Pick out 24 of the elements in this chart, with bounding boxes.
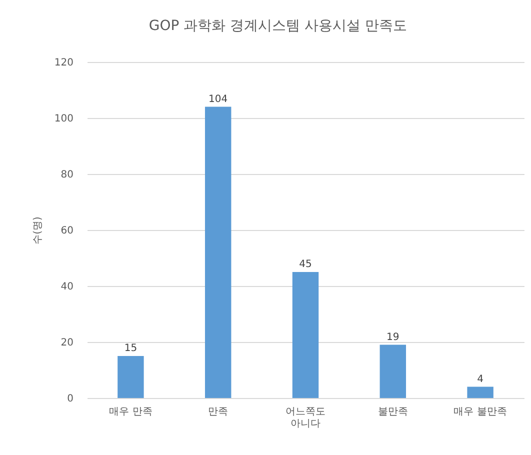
bar <box>204 106 232 398</box>
y-tick-label: 100 <box>54 114 74 124</box>
data-label: 19 <box>386 332 400 343</box>
bar <box>380 344 406 398</box>
bar <box>292 272 319 398</box>
data-label: 4 <box>477 374 484 385</box>
x-tick-label: 매우 불만족 <box>454 406 507 418</box>
data-label: 104 <box>208 94 228 105</box>
data-label: 15 <box>124 343 138 354</box>
data-label: 45 <box>299 259 312 270</box>
bar <box>118 356 144 398</box>
x-tick-label: 불만족 <box>378 406 408 418</box>
y-tick-label: 80 <box>60 170 74 180</box>
x-tick-label: 어느쪽도 아니다 <box>286 406 326 430</box>
x-tick-label: 만족 <box>208 406 228 418</box>
y-tick-label: 120 <box>54 58 74 68</box>
chart-title: GOP 과학화 경계시스템 사용시설 만족도 <box>148 18 408 34</box>
y-tick-label: 60 <box>60 226 74 236</box>
y-tick-label: 0 <box>67 394 74 404</box>
y-tick-label: 40 <box>60 282 74 292</box>
y-axis-title: 수(명) <box>32 216 44 244</box>
bar <box>467 386 494 398</box>
x-tick-label: 매우 만족 <box>109 406 152 418</box>
y-tick-label: 20 <box>60 338 74 348</box>
